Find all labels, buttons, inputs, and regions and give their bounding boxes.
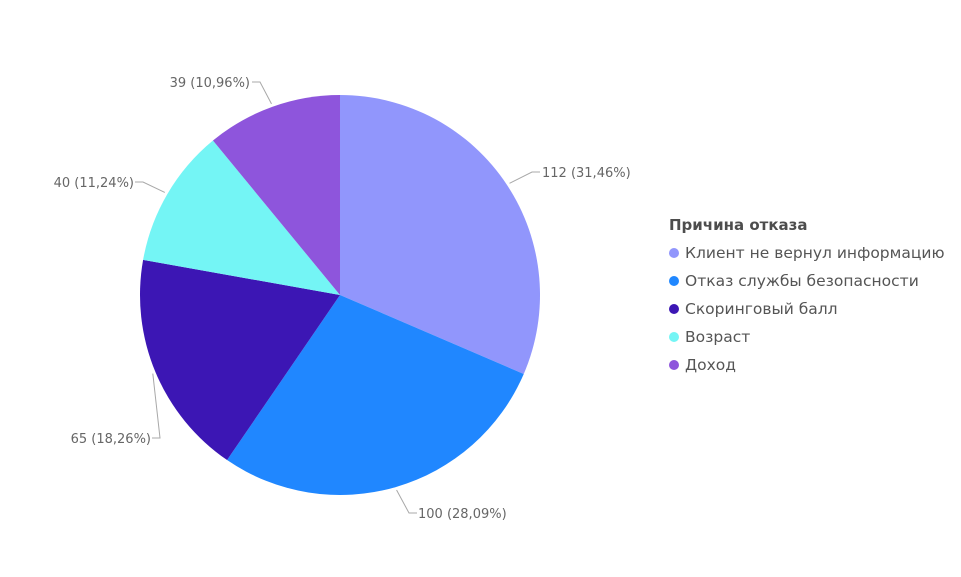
- legend-label: Доход: [685, 356, 736, 374]
- leader-line-3: [152, 373, 161, 439]
- data-label-1: 112 (31,46%): [542, 166, 631, 181]
- legend-item-3[interactable]: Скоринговый балл: [669, 295, 954, 323]
- legend-marker-icon: [669, 276, 679, 286]
- legend-marker-icon: [669, 248, 679, 258]
- leader-line-5: [252, 81, 272, 105]
- pie-slice-4[interactable]: [143, 140, 340, 295]
- legend-marker-icon: [669, 360, 679, 370]
- data-label-2: 100 (28,09%): [418, 507, 507, 522]
- legend-label: Возраст: [685, 328, 751, 346]
- legend-item-1[interactable]: Клиент не вернул информацию: [669, 239, 954, 267]
- pie-slice-3[interactable]: [140, 259, 340, 461]
- legend-marker-icon: [669, 332, 679, 342]
- legend: Причина отказа Клиент не вернул информац…: [669, 216, 954, 379]
- legend-label: Отказ службы безопасности: [685, 272, 919, 290]
- leader-line-4: [135, 181, 166, 193]
- legend-item-4[interactable]: Возраст: [669, 323, 954, 351]
- legend-label: Скоринговый балл: [685, 300, 838, 318]
- pie-slices: [140, 95, 540, 496]
- data-label-3: 65 (18,26%): [71, 432, 151, 447]
- leader-line-2: [396, 489, 417, 514]
- pie-data-labels: 112 (31,46%) 100 (28,09%) 65 (18,26%) 40 (1…: [54, 76, 631, 522]
- legend-items: Клиент не вернул информацию Отказ службы …: [669, 239, 954, 379]
- pie-slice-2[interactable]: [227, 295, 524, 496]
- leader-line-1: [509, 171, 540, 184]
- data-label-5: 39 (10,96%): [170, 76, 250, 91]
- legend-label: Клиент не вернул информацию: [685, 244, 945, 262]
- data-label-4: 40 (11,24%): [54, 176, 134, 191]
- legend-title: Причина отказа: [669, 216, 808, 234]
- legend-item-5[interactable]: Доход: [669, 351, 954, 379]
- legend-item-2[interactable]: Отказ службы безопасности: [669, 267, 954, 295]
- pie-slice-1[interactable]: [340, 95, 540, 374]
- pie-slice-5[interactable]: [212, 95, 340, 295]
- legend-marker-icon: [669, 304, 679, 314]
